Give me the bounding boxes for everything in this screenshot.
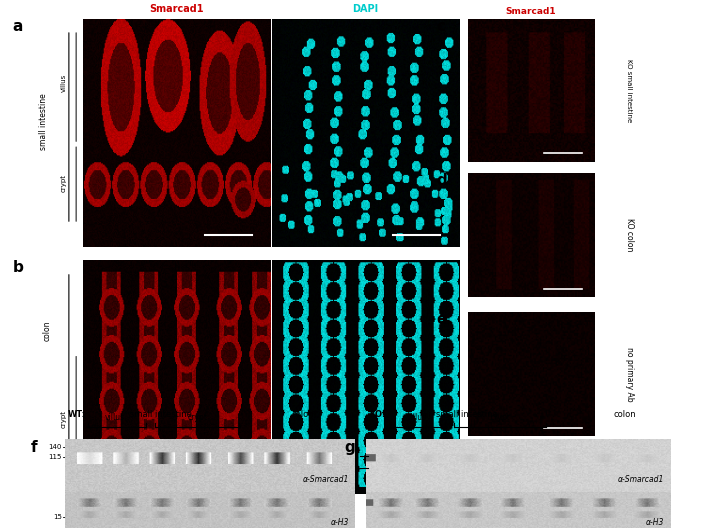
Text: a: a [12, 19, 22, 33]
Text: crypt: crypt [61, 410, 67, 428]
Text: g: g [345, 440, 355, 455]
Text: α-Smarcad1: α-Smarcad1 [303, 475, 349, 484]
Text: b: b [12, 260, 23, 275]
Text: Smarcad1: Smarcad1 [149, 4, 204, 14]
Text: DAPI: DAPI [352, 4, 378, 14]
Text: small intestine: small intestine [436, 410, 497, 419]
Text: 15: 15 [53, 514, 62, 520]
Text: 115: 115 [49, 454, 62, 460]
Text: crypt: crypt [187, 413, 207, 422]
Text: villus: villus [104, 413, 125, 422]
Text: 140: 140 [49, 443, 62, 450]
Text: no primary Ab: no primary Ab [625, 347, 634, 401]
Text: f: f [30, 440, 37, 455]
Text: villus: villus [61, 73, 67, 92]
Text: KO small intestine: KO small intestine [626, 58, 632, 122]
Text: α-H3: α-H3 [646, 518, 665, 527]
Text: KO colon: KO colon [625, 218, 634, 252]
Text: crypt: crypt [61, 174, 67, 192]
Text: d: d [436, 173, 447, 187]
Text: crypt: crypt [490, 413, 510, 422]
Text: α-Smarcad1: α-Smarcad1 [618, 475, 665, 484]
Text: colon: colon [613, 410, 637, 419]
Text: small intestine: small intestine [130, 410, 192, 419]
Text: WT:: WT: [68, 410, 86, 419]
Text: villus: villus [406, 413, 426, 422]
Text: KO:: KO: [369, 410, 386, 419]
Text: colon: colon [43, 320, 51, 340]
Text: Smarcad1: Smarcad1 [506, 7, 556, 16]
Text: colon: colon [291, 410, 315, 419]
Text: small intestine: small intestine [39, 93, 48, 150]
Text: e: e [436, 312, 447, 327]
Text: c: c [436, 19, 445, 33]
Text: α-H3: α-H3 [331, 518, 349, 527]
